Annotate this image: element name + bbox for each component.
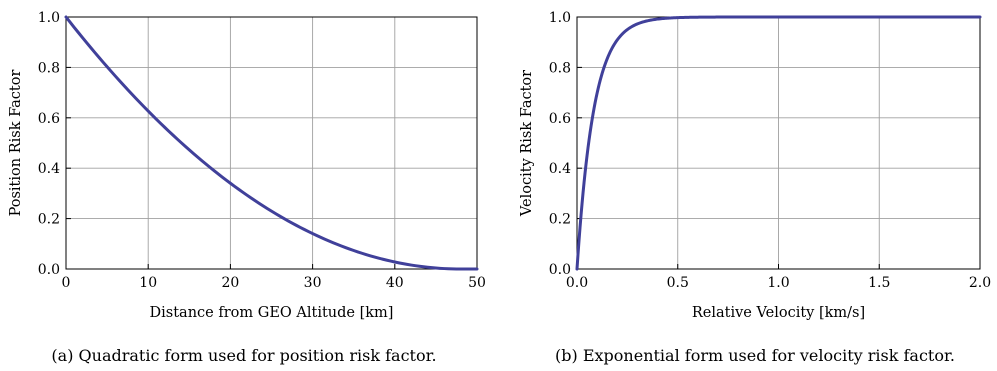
x-tick-label: 0 bbox=[62, 275, 71, 291]
chart-a-xlabel: Distance from GEO Altitude [km] bbox=[150, 305, 394, 321]
y-tick-label: 1.0 bbox=[38, 10, 60, 26]
chart-a-ylabel: Position Risk Factor bbox=[8, 70, 24, 217]
x-tick-label: 1.0 bbox=[767, 275, 789, 291]
chart-a-caption: (a) Quadratic form used for position ris… bbox=[51, 346, 436, 365]
y-tick-label: 0.2 bbox=[549, 212, 571, 228]
x-tick-label: 40 bbox=[386, 275, 404, 291]
x-tick-label: 1.5 bbox=[868, 275, 890, 291]
y-tick-label: 0.4 bbox=[549, 161, 571, 177]
y-tick-label: 0.2 bbox=[38, 212, 60, 228]
y-tick-label: 0.6 bbox=[38, 111, 60, 127]
y-tick-label: 0.8 bbox=[38, 60, 60, 76]
x-tick-label: 30 bbox=[304, 275, 322, 291]
series-line bbox=[64, 15, 479, 271]
chart-b-ylabel: Velocity Risk Factor bbox=[519, 70, 535, 217]
x-tick-label: 0.0 bbox=[566, 275, 588, 291]
x-tick-label: 2.0 bbox=[969, 275, 991, 291]
chart-b-xlabel: Relative Velocity [km/s] bbox=[692, 305, 865, 321]
chart-a: 0 10 20 30 40 50 0.0 0.2 0.4 0.6 0.8 1.0 Distance f… bbox=[8, 10, 486, 365]
y-tick-label: 0.0 bbox=[549, 262, 571, 278]
y-tick-label: 0.0 bbox=[38, 262, 60, 278]
chart-a-frame bbox=[65, 16, 478, 270]
y-tick-label: 0.6 bbox=[549, 111, 571, 127]
series-line bbox=[575, 15, 982, 271]
x-tick-label: 10 bbox=[139, 275, 157, 291]
y-tick-label: 1.0 bbox=[549, 10, 571, 26]
x-tick-label: 50 bbox=[468, 275, 486, 291]
x-tick-label: 0.5 bbox=[667, 275, 689, 291]
chart-b-caption: (b) Exponential form used for velocity r… bbox=[555, 346, 955, 365]
y-tick-label: 0.4 bbox=[38, 161, 60, 177]
x-tick-label: 20 bbox=[221, 275, 239, 291]
y-tick-label: 0.8 bbox=[549, 60, 571, 76]
chart-b: 0.0 0.5 1.0 1.5 2.0 0.0 0.2 0.4 0.6 0.8 1.0 Relati… bbox=[519, 10, 991, 365]
